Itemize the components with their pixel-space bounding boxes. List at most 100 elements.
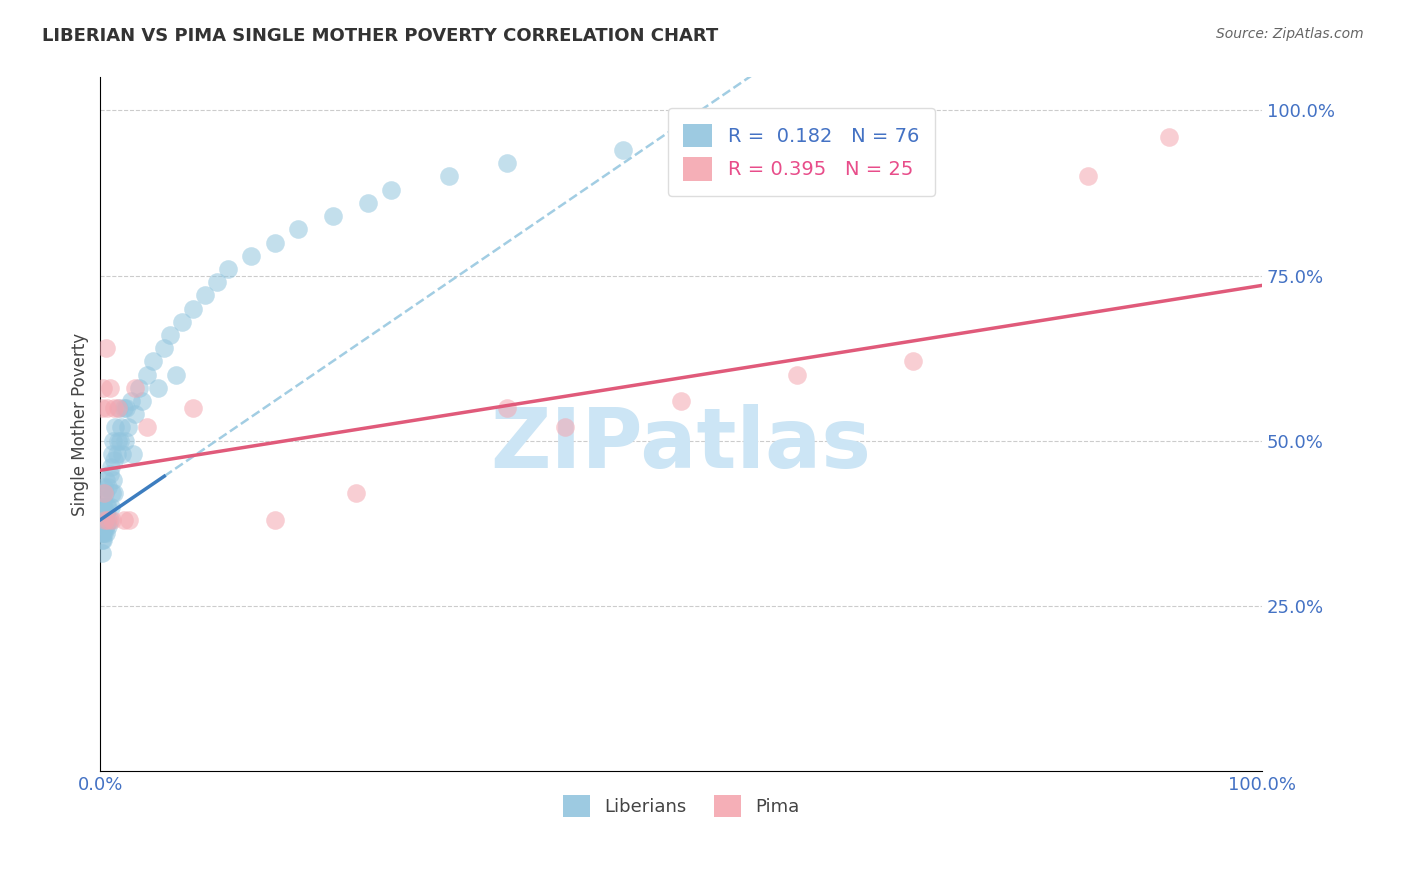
Point	[110, 420, 132, 434]
Point	[165, 368, 187, 382]
Point	[107, 401, 129, 415]
Point	[96, 500, 118, 514]
Point	[90, 519, 112, 533]
Point	[91, 533, 114, 547]
Point	[97, 513, 120, 527]
Point	[131, 394, 153, 409]
Point	[263, 235, 285, 250]
Point	[93, 526, 115, 541]
Text: LIBERIAN VS PIMA SINGLE MOTHER POVERTY CORRELATION CHART: LIBERIAN VS PIMA SINGLE MOTHER POVERTY C…	[42, 27, 718, 45]
Point	[263, 513, 285, 527]
Point	[135, 368, 157, 382]
Point	[194, 288, 217, 302]
Point	[97, 500, 120, 514]
Point	[96, 473, 118, 487]
Point	[111, 447, 134, 461]
Point	[101, 473, 124, 487]
Point	[380, 183, 402, 197]
Point	[96, 519, 118, 533]
Point	[124, 381, 146, 395]
Point	[153, 341, 176, 355]
Point	[120, 394, 142, 409]
Point	[97, 519, 120, 533]
Point	[104, 420, 127, 434]
Point	[90, 500, 112, 514]
Point	[170, 315, 193, 329]
Point	[356, 195, 378, 210]
Point	[90, 486, 112, 500]
Point	[90, 526, 112, 541]
Point	[93, 500, 115, 514]
Point	[90, 533, 112, 547]
Point	[94, 513, 117, 527]
Point	[98, 513, 121, 527]
Point	[142, 354, 165, 368]
Point	[100, 460, 122, 475]
Point	[108, 434, 131, 448]
Point	[496, 156, 519, 170]
Point	[93, 480, 115, 494]
Point	[903, 354, 925, 368]
Point	[96, 513, 118, 527]
Point	[98, 381, 121, 395]
Point	[287, 222, 309, 236]
Point	[114, 434, 136, 448]
Point	[1077, 169, 1099, 184]
Point	[93, 486, 115, 500]
Point	[91, 493, 114, 508]
Point	[91, 519, 114, 533]
Point	[101, 434, 124, 448]
Text: ZIPatlas: ZIPatlas	[491, 404, 872, 485]
Point	[96, 341, 118, 355]
Legend: Liberians, Pima: Liberians, Pima	[555, 788, 807, 824]
Point	[217, 261, 239, 276]
Point	[98, 467, 121, 481]
Point	[344, 486, 367, 500]
Point	[240, 249, 263, 263]
Y-axis label: Single Mother Poverty: Single Mother Poverty	[72, 333, 89, 516]
Point	[96, 401, 118, 415]
Point	[1157, 129, 1180, 144]
Point	[108, 401, 131, 415]
Point	[112, 401, 135, 415]
Point	[103, 401, 125, 415]
Point	[90, 401, 112, 415]
Point	[103, 486, 125, 500]
Point	[496, 401, 519, 415]
Point	[101, 486, 124, 500]
Point	[135, 420, 157, 434]
Point	[122, 447, 145, 461]
Point	[100, 500, 122, 514]
Point	[101, 447, 124, 461]
Point	[181, 401, 204, 415]
Point	[159, 327, 181, 342]
Point	[124, 407, 146, 421]
Point	[128, 381, 150, 395]
Point	[322, 209, 344, 223]
Point	[90, 546, 112, 560]
Point	[115, 401, 138, 415]
Point	[148, 381, 170, 395]
Point	[103, 453, 125, 467]
Point	[94, 486, 117, 500]
Point	[91, 513, 114, 527]
Point	[91, 381, 114, 395]
Point	[96, 526, 118, 541]
Point	[91, 500, 114, 514]
Point	[554, 420, 576, 434]
Point	[90, 506, 112, 520]
Point	[97, 480, 120, 494]
Point	[94, 513, 117, 527]
Point	[101, 513, 124, 527]
Text: Source: ZipAtlas.com: Source: ZipAtlas.com	[1216, 27, 1364, 41]
Point	[181, 301, 204, 316]
Point	[117, 420, 139, 434]
Point	[91, 526, 114, 541]
Point	[205, 275, 228, 289]
Point	[112, 513, 135, 527]
Point	[437, 169, 460, 184]
Point	[105, 447, 128, 461]
Point	[90, 513, 112, 527]
Point	[612, 143, 634, 157]
Point	[786, 368, 808, 382]
